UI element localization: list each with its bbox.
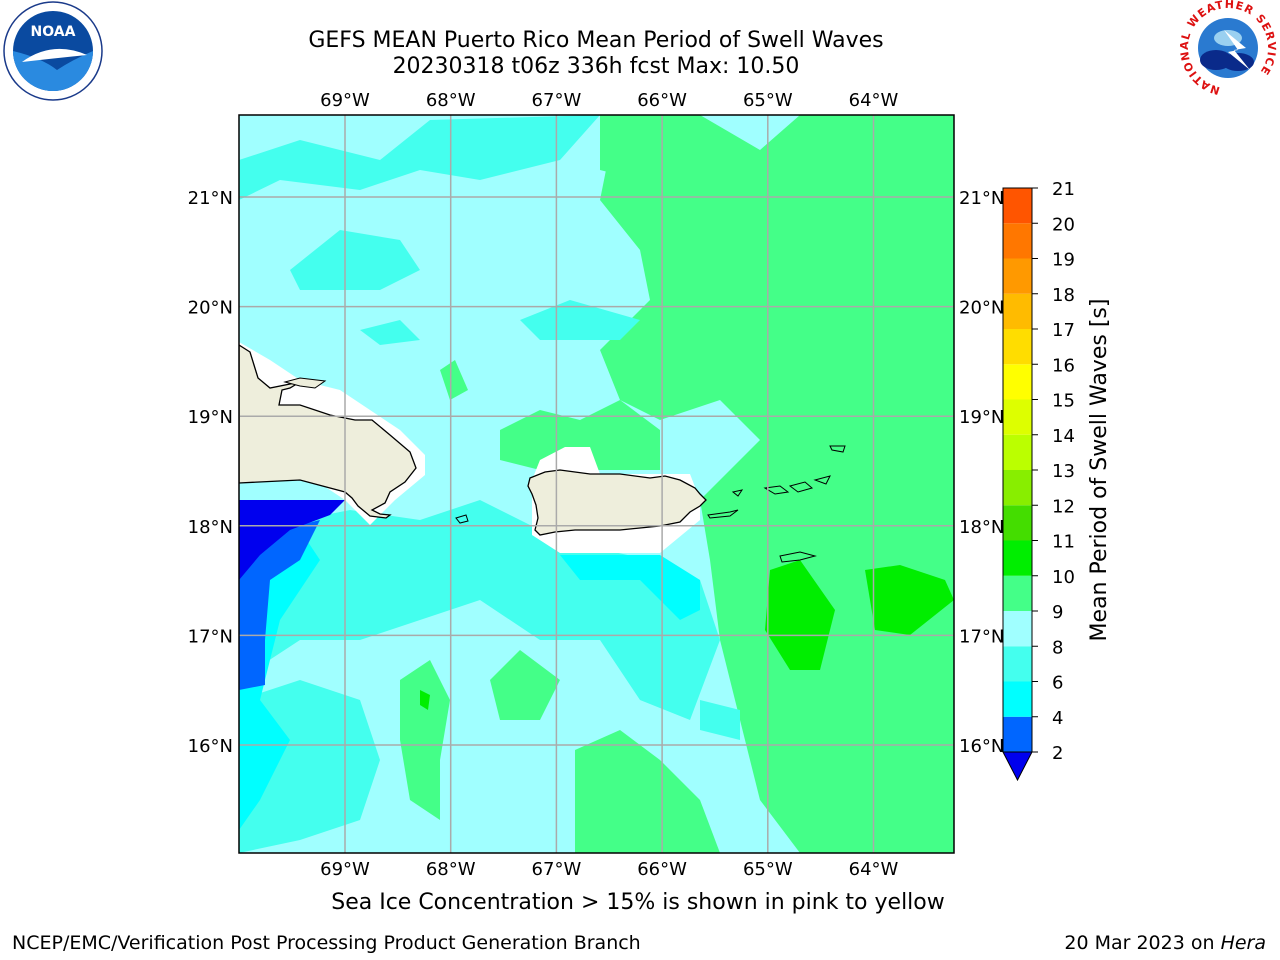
colorbar-segment xyxy=(1003,505,1032,541)
field-2-4-west xyxy=(239,520,320,690)
land-st-croix xyxy=(779,551,817,563)
field-9-10-north xyxy=(600,115,660,180)
colorbar-segment xyxy=(1003,681,1032,717)
land-vieques xyxy=(707,509,739,519)
land-tortola xyxy=(788,481,814,493)
lat-label-right: 21°N xyxy=(959,188,1004,209)
lat-label-right: 17°N xyxy=(959,626,1004,647)
field-9-10-small1 xyxy=(440,360,468,400)
colorbar-label: Mean Period of Swell Waves [s] xyxy=(1087,299,1112,642)
lat-label-right: 20°N xyxy=(959,298,1004,319)
lon-label-bottom: 65°W xyxy=(743,859,793,880)
field-9-10-east xyxy=(600,115,954,853)
colorbar-segment xyxy=(1003,611,1032,647)
field-6-8-mid3 xyxy=(360,320,420,345)
field-9-10-south2 xyxy=(400,660,450,820)
colorbar-tick-label: 19 xyxy=(1052,250,1075,271)
lat-label-left: 19°N xyxy=(188,407,233,428)
chart-title: GEFS MEAN Puerto Rico Mean Period of Swe… xyxy=(308,28,884,53)
colorbar-segment xyxy=(1003,434,1032,470)
field-9-10-center xyxy=(500,400,660,470)
colorbar-tick-label: 14 xyxy=(1052,426,1075,447)
map-frame xyxy=(238,114,955,854)
lat-label-left: 21°N xyxy=(188,188,233,209)
lon-label-bottom: 64°W xyxy=(849,859,899,880)
colorbar-tick-label: 4 xyxy=(1052,708,1063,729)
lat-label-left: 18°N xyxy=(188,517,233,538)
field-10-11-east xyxy=(765,560,835,670)
field-6-8-north xyxy=(239,115,600,200)
lat-label-left: 17°N xyxy=(188,626,233,647)
colorbar-segment xyxy=(1003,329,1032,365)
lat-label-right: 19°N xyxy=(959,407,1004,428)
lon-label-top: 66°W xyxy=(637,90,687,111)
colorbar-segment xyxy=(1003,575,1032,611)
field-10-11-east2 xyxy=(865,565,954,635)
colorbar-tick-label: 2 xyxy=(1052,743,1063,764)
lat-label-left: 16°N xyxy=(188,736,233,757)
colorbar-segment xyxy=(1003,364,1032,400)
colorbar-tick-label: 18 xyxy=(1052,285,1075,306)
lat-label-right: 16°N xyxy=(959,736,1004,757)
lon-label-bottom: 69°W xyxy=(320,859,370,880)
land-culebra xyxy=(731,489,744,497)
lon-label-top: 67°W xyxy=(532,90,582,111)
land-hispaniola xyxy=(239,344,417,519)
noaa-logo-text: NOAA xyxy=(31,24,76,40)
field-4-6-center xyxy=(560,555,700,620)
field-9-10-south1 xyxy=(575,730,720,853)
lon-label-top: 68°W xyxy=(426,90,476,111)
noaa-logo-icon: NOAA xyxy=(3,1,103,101)
colorbar-segment xyxy=(1003,470,1032,506)
colorbar-tick-label: 12 xyxy=(1052,496,1075,517)
field-9-10-south3 xyxy=(490,650,560,720)
field-10-11-dot xyxy=(420,690,430,710)
land-mona xyxy=(455,514,469,524)
colorbar-tick-label: 10 xyxy=(1052,567,1075,588)
colorbar-tick-label: 17 xyxy=(1052,320,1075,341)
lon-label-bottom: 68°W xyxy=(426,859,476,880)
chart-subtitle: 20230318 t06z 336h fcst Max: 10.50 xyxy=(392,54,800,79)
lat-label-right: 18°N xyxy=(959,517,1004,538)
lon-label-top: 65°W xyxy=(743,90,793,111)
field-under-2 xyxy=(239,500,345,580)
colorbar-segment xyxy=(1003,188,1032,224)
lon-label-bottom: 67°W xyxy=(532,859,582,880)
colorbar-segment xyxy=(1003,258,1032,294)
field-6-8-mid xyxy=(290,230,420,290)
sea-ice-note: Sea Ice Concentration > 15% is shown in … xyxy=(331,890,945,915)
footer-date: 20 Mar 2023 on Hera xyxy=(1064,932,1266,954)
nws-logo-icon: NATIONAL WEATHER SERVICE xyxy=(1178,0,1277,97)
footer-date-text: 20 Mar 2023 on xyxy=(1064,932,1221,954)
colorbar-tick-label: 9 xyxy=(1052,602,1063,623)
colorbar-segment xyxy=(1003,716,1032,752)
footer-branch: NCEP/EMC/Verification Post Processing Pr… xyxy=(12,932,641,954)
colorbar-tick-label: 13 xyxy=(1052,461,1075,482)
land-virgin-gorda xyxy=(813,475,831,485)
colorbar-under-arrow xyxy=(1002,751,1033,782)
lon-label-top: 69°W xyxy=(320,90,370,111)
colorbar-tick-label: 21 xyxy=(1052,179,1075,200)
lat-label-left: 20°N xyxy=(188,298,233,319)
colorbar-tick-label: 8 xyxy=(1052,637,1063,658)
colorbar-segment xyxy=(1003,399,1032,435)
colorbar-segment xyxy=(1003,293,1032,329)
colorbar-tick-label: 11 xyxy=(1052,532,1075,553)
land-st-thomas xyxy=(763,485,790,495)
colorbar-tick-label: 15 xyxy=(1052,391,1075,412)
field-6-8-south3 xyxy=(700,700,740,740)
land-tortuga xyxy=(283,377,327,389)
colorbar-segment xyxy=(1003,646,1032,682)
colorbar-segment xyxy=(1003,223,1032,259)
colorbar-tick-label: 20 xyxy=(1052,214,1075,235)
lon-label-bottom: 66°W xyxy=(637,859,687,880)
colorbar-tick-label: 6 xyxy=(1052,673,1063,694)
colorbar-segment xyxy=(1003,540,1032,576)
colorbar-tick-label: 16 xyxy=(1052,355,1075,376)
land-anegada xyxy=(829,445,846,453)
lon-label-top: 64°W xyxy=(849,90,899,111)
field-6-8-mid2 xyxy=(520,300,640,340)
footer-machine: Hera xyxy=(1220,932,1266,954)
